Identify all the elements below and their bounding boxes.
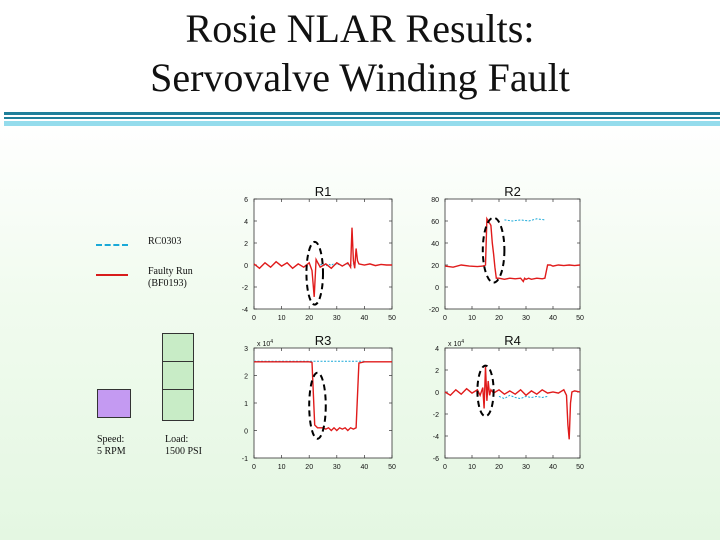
slide-title-line2: Servovalve Winding Fault [150, 55, 570, 100]
x-tick-label: 20 [305, 315, 313, 322]
slide-title: Rosie NLAR Results: Servovalve Winding F… [0, 4, 720, 102]
x-tick-label: 10 [278, 464, 286, 471]
x-tick-label: 50 [388, 464, 396, 471]
x-tick-label: 0 [252, 464, 256, 471]
plot-area [444, 347, 581, 459]
y-multiplier: x 104 [257, 339, 273, 348]
x-tick-label: 30 [522, 464, 530, 471]
x-tick-label: 40 [361, 315, 369, 322]
plot-area [253, 198, 393, 310]
load-label: Load: 1500 PSI [165, 434, 202, 457]
x-tick-label: 10 [468, 464, 476, 471]
stacked-indicator-divider-1 [163, 361, 193, 362]
legend-item-faulty: Faulty Run (BF0193) [96, 266, 226, 290]
chart-title: R2 [504, 184, 521, 199]
legend-swatch-dashed [96, 244, 128, 246]
x-tick-label: 30 [333, 315, 341, 322]
title-divider-middle [4, 117, 720, 119]
y-tick-label: 1 [244, 401, 248, 408]
fault-highlight-ellipse [308, 371, 327, 440]
chart-title: R3 [315, 333, 332, 348]
x-tick-label: 30 [333, 464, 341, 471]
x-tick-label: 40 [549, 315, 557, 322]
chart-4: 0 10 20 30 40 50 -6 -4 -2 0 2 4 R4 x 104 [433, 333, 584, 471]
y-tick-label: -6 [433, 456, 439, 463]
x-tick-label: 40 [549, 464, 557, 471]
y-tick-label: 2 [244, 374, 248, 381]
y-tick-label: 4 [435, 346, 439, 353]
y-tick-label: 6 [244, 197, 248, 204]
y-tick-label: 0 [244, 263, 248, 270]
chart-title: R1 [315, 184, 332, 199]
slide-title-line1: Rosie NLAR Results: [185, 6, 535, 51]
y-tick-label: -20 [429, 307, 439, 314]
title-divider-bottom [4, 121, 720, 126]
fault-highlight-ellipse [481, 216, 506, 284]
x-tick-label: 40 [361, 464, 369, 471]
series-faulty-line [444, 366, 581, 440]
y-tick-label: 0 [244, 429, 248, 436]
y-tick-label: -2 [433, 412, 439, 419]
x-tick-label: 10 [278, 315, 286, 322]
y-tick-label: -4 [433, 434, 439, 441]
plot-area [444, 198, 581, 310]
y-tick-label: 20 [431, 263, 439, 270]
x-tick-label: 20 [495, 464, 503, 471]
y-tick-label: 40 [431, 241, 439, 248]
chart-2: 0 10 20 30 40 50 -20 0 20 40 60 80 R2 [429, 184, 584, 322]
y-tick-label: 4 [244, 219, 248, 226]
legend-swatch-solid [96, 274, 128, 276]
series-faulty-line [444, 216, 581, 283]
y-tick-label: 2 [244, 241, 248, 248]
y-tick-label: -4 [242, 307, 248, 314]
speed-indicator-box [97, 389, 131, 418]
legend-item-reference: RC0303 [96, 236, 226, 260]
series-faulty-line [254, 361, 392, 432]
series-faulty-line [253, 227, 392, 297]
fault-highlight-ellipse [305, 240, 325, 306]
series-reference-line [498, 394, 548, 400]
chart-1: 0 10 20 30 40 50 -4 -2 0 2 4 6 R1 [242, 184, 396, 322]
x-tick-label: 0 [252, 315, 256, 322]
y-tick-label: 2 [435, 368, 439, 375]
x-tick-label: 0 [443, 315, 447, 322]
x-tick-label: 20 [305, 464, 313, 471]
legend-label-faulty: Faulty Run (BF0193) [148, 266, 193, 289]
x-tick-label: 20 [495, 315, 503, 322]
y-multiplier-exponent: 4 [461, 339, 464, 345]
x-tick-label: 10 [468, 315, 476, 322]
x-tick-label: 50 [576, 315, 584, 322]
title-divider-top [4, 112, 720, 115]
y-tick-label: -2 [242, 285, 248, 292]
y-multiplier: x 104 [448, 339, 464, 348]
speed-label: Speed: 5 RPM [97, 434, 126, 457]
y-tick-label: -1 [242, 456, 248, 463]
x-tick-label: 30 [522, 315, 530, 322]
plot-area [253, 347, 393, 459]
y-tick-label: 0 [435, 390, 439, 397]
chart-3: 0 10 20 30 40 50 -1 0 1 2 3 R3 x 104 [242, 333, 396, 471]
legend-label-reference: RC0303 [148, 236, 182, 247]
chart-title: R4 [504, 333, 521, 348]
x-tick-label: 0 [443, 464, 447, 471]
stacked-indicator-box [162, 333, 194, 421]
fault-highlight-ellipse [476, 364, 495, 418]
y-tick-label: 0 [435, 285, 439, 292]
y-tick-label: 60 [431, 219, 439, 226]
y-tick-label: 3 [244, 346, 248, 353]
y-tick-label: 80 [431, 197, 439, 204]
x-tick-label: 50 [388, 315, 396, 322]
y-multiplier-exponent: 4 [270, 339, 273, 345]
x-tick-label: 50 [576, 464, 584, 471]
stacked-indicator-divider-2 [163, 389, 193, 390]
